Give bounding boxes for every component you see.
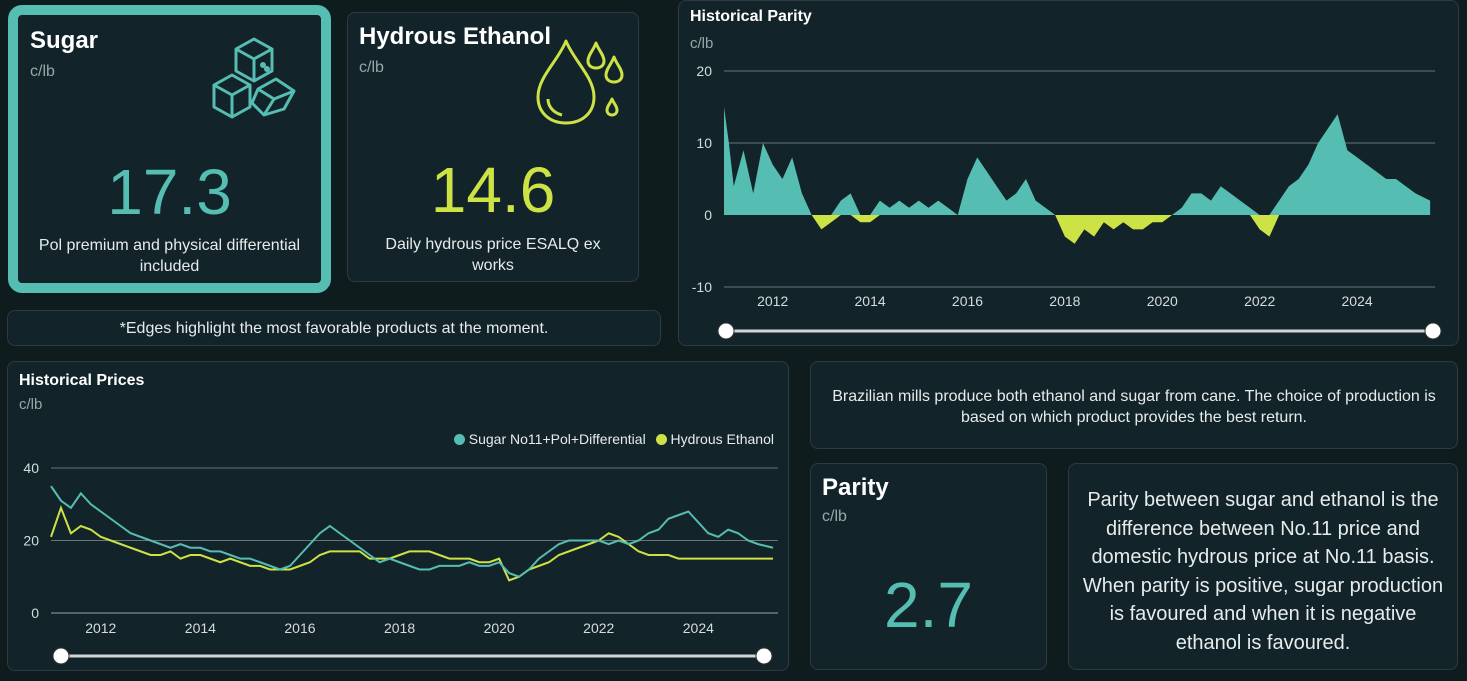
edges-note-card: *Edges highlight the most favorable prod… xyxy=(7,310,661,346)
parity-chart-card[interactable]: Historical Parity c/lb 20 10 0 -10 2012 2014… xyxy=(678,0,1459,346)
parity-explainer-text: Parity between sugar and ethanol is the … xyxy=(1082,489,1444,654)
prices-slider-end-handle[interactable] xyxy=(755,647,773,665)
parity-x-tick-label: 2014 xyxy=(855,293,886,309)
parity-y-tick-label: 20 xyxy=(696,63,712,79)
parity-x-tick-label: 2020 xyxy=(1147,293,1178,309)
ethanol-price-line xyxy=(50,504,774,582)
ethanol-unit: c/lb xyxy=(359,59,384,76)
parity-y-tick-label: -10 xyxy=(692,279,712,295)
prices-y-tick-label: 20 xyxy=(23,533,39,549)
parity-card[interactable]: Parity c/lb 2.7 xyxy=(810,463,1047,670)
parity-unit: c/lb xyxy=(822,508,847,525)
parity-x-tick-label: 2024 xyxy=(1342,293,1373,309)
parity-chart: 20 10 0 -10 2012 2014 2016 2018 2020 2022 2024 xyxy=(692,63,1442,340)
parity-value: 2.7 xyxy=(884,569,973,641)
legend-ethanol-label[interactable]: Hydrous Ethanol xyxy=(670,431,774,447)
ethanol-description: Daily hydrous price ESALQ ex works xyxy=(385,236,601,274)
sugar-price-line xyxy=(50,485,774,578)
prices-x-tick-label: 2024 xyxy=(683,620,714,636)
prices-slider-start-handle[interactable] xyxy=(52,647,70,665)
sugar-card[interactable]: Sugar c/lb 17.3 Pol premium and physical… xyxy=(8,5,331,293)
ethanol-value: 14.6 xyxy=(430,154,556,226)
parity-x-tick-label: 2022 xyxy=(1244,293,1275,309)
parity-slider-start-handle[interactable] xyxy=(717,322,735,340)
prices-x-tick-label: 2018 xyxy=(384,620,415,636)
legend-sugar-label[interactable]: Sugar No11+Pol+Differential xyxy=(468,431,646,447)
prices-chart-unit: c/lb xyxy=(19,396,43,413)
parity-negative-area xyxy=(724,215,1431,244)
prices-chart-card[interactable]: Historical Prices c/lb Sugar No11+Pol+Di… xyxy=(7,361,789,671)
parity-x-tick-label: 2016 xyxy=(952,293,983,309)
parity-positive-area xyxy=(724,107,1431,215)
legend-ethanol-marker xyxy=(655,434,667,445)
prices-x-tick-label: 2016 xyxy=(284,620,315,636)
edges-note-text: *Edges highlight the most favorable prod… xyxy=(119,320,549,337)
sugar-unit: c/lb xyxy=(30,63,55,80)
parity-explainer-card: Parity between sugar and ethanol is the … xyxy=(1068,463,1458,670)
legend-sugar-marker xyxy=(453,434,465,445)
parity-x-tick-label: 2012 xyxy=(757,293,788,309)
info-card: Brazilian mills produce both ethanol and… xyxy=(810,361,1458,449)
parity-x-tick-label: 2018 xyxy=(1049,293,1080,309)
prices-legend: Sugar No11+Pol+Differential Hydrous Etha… xyxy=(453,431,774,447)
prices-x-tick-label: 2022 xyxy=(583,620,614,636)
parity-title: Parity xyxy=(822,474,889,501)
sugar-value: 17.3 xyxy=(107,156,232,228)
prices-chart: 40 20 0 2012 2014 2016 2018 2020 2022 2024 xyxy=(23,460,778,665)
prices-y-tick-label: 40 xyxy=(23,460,39,476)
prices-x-tick-label: 2014 xyxy=(185,620,216,636)
prices-y-tick-label: 0 xyxy=(31,605,39,621)
sugar-cubes-icon xyxy=(212,37,296,119)
prices-x-tick-label: 2012 xyxy=(85,620,116,636)
prices-chart-title: Historical Prices xyxy=(19,372,145,389)
ethanol-title: Hydrous Ethanol xyxy=(359,23,552,50)
droplets-icon xyxy=(536,39,624,125)
parity-chart-title: Historical Parity xyxy=(690,8,812,25)
parity-slider-end-handle[interactable] xyxy=(1424,322,1442,340)
info-text: Brazilian mills produce both ethanol and… xyxy=(832,388,1436,426)
prices-x-tick-label: 2020 xyxy=(484,620,515,636)
sugar-description: Pol premium and physical differential in… xyxy=(38,237,301,275)
ethanol-card[interactable]: Hydrous Ethanol c/lb 14.6 Daily hydrous … xyxy=(347,12,639,282)
parity-y-tick-label: 0 xyxy=(704,207,712,223)
parity-chart-unit: c/lb xyxy=(690,35,714,52)
sugar-title: Sugar xyxy=(30,27,99,54)
parity-y-tick-label: 10 xyxy=(696,135,712,151)
